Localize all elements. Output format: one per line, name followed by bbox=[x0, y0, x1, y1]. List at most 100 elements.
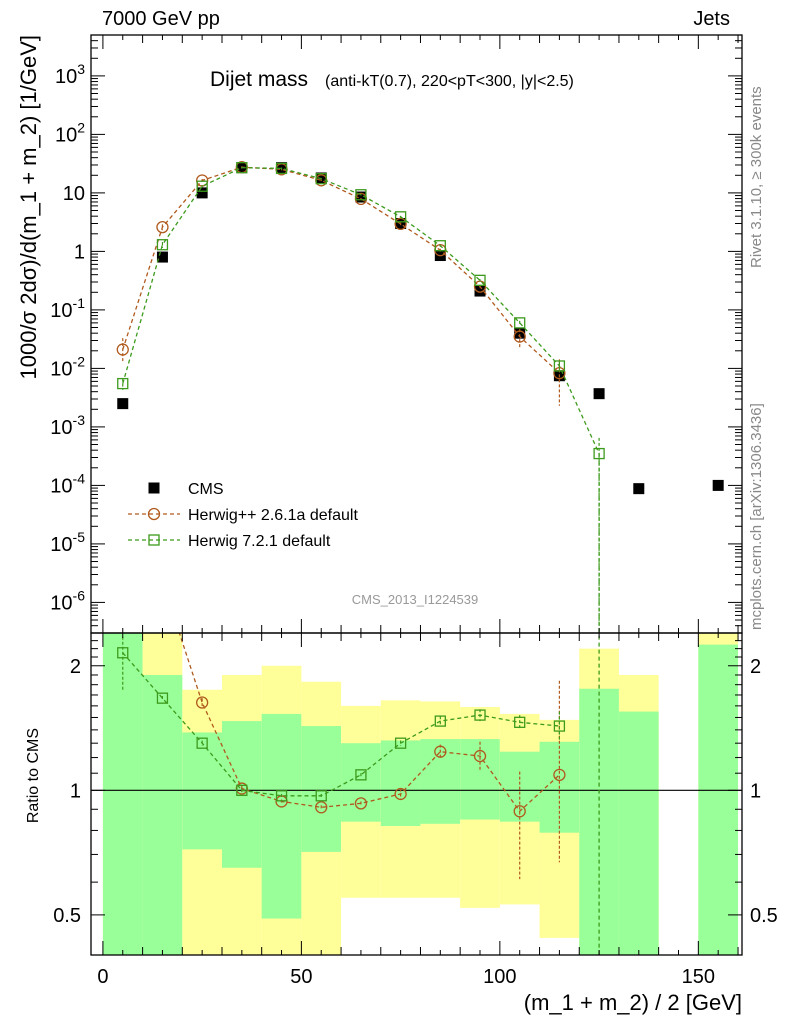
main-line-1 bbox=[122, 166, 560, 374]
xtick-label-2: 100 bbox=[483, 966, 516, 988]
main-point-2-2 bbox=[196, 180, 208, 192]
ratio-point-0-5 bbox=[315, 801, 328, 814]
main-series-1 bbox=[116, 161, 566, 406]
main-point-2-3 bbox=[236, 162, 248, 174]
ratio-line-0 bbox=[178, 633, 560, 813]
ytick-label-9: 103 bbox=[55, 61, 85, 88]
ratio-point-1-7 bbox=[394, 737, 407, 749]
main-series-2 bbox=[117, 162, 605, 633]
ratio-point-0-7 bbox=[394, 787, 407, 801]
inner-band-5 bbox=[301, 726, 342, 852]
ytick-label-6: 1 bbox=[74, 241, 85, 263]
main-point-0-14 bbox=[712, 479, 724, 491]
ratio-point-1-10 bbox=[514, 716, 526, 728]
main-point-2-6 bbox=[355, 189, 367, 201]
main-point-2-11 bbox=[553, 360, 566, 372]
legend: CMS Herwig++ 2.6.1a default Herwig 7.2.1 d… bbox=[128, 481, 358, 550]
main-point-2-8 bbox=[434, 240, 446, 252]
chart-title: Dijet mass bbox=[210, 68, 308, 91]
ytick-label-1: 10-5 bbox=[50, 529, 85, 556]
main-point-1-1 bbox=[156, 220, 169, 234]
ratio-uncertainty-bands bbox=[102, 633, 739, 955]
main-point-2-5 bbox=[315, 173, 327, 185]
ratio-point-1-0 bbox=[117, 647, 129, 659]
ytick-label-0: 10-6 bbox=[50, 587, 85, 614]
x-axis-label: (m_1 + m_2) / 2 [GeV] bbox=[524, 990, 742, 1015]
analysis-watermark: CMS_2013_I1224539 bbox=[352, 592, 479, 607]
legend-label-2: Herwig 7.2.1 default bbox=[188, 533, 331, 550]
main-point-0-9 bbox=[474, 285, 486, 297]
ytick-label-5: 10-1 bbox=[50, 295, 85, 322]
ratio-point-0-6 bbox=[354, 797, 368, 810]
ratio-series-1 bbox=[117, 636, 566, 802]
main-point-2-4 bbox=[275, 162, 288, 175]
legend-marker-1 bbox=[147, 507, 161, 521]
ratio-ytick-label-left-2: 2 bbox=[70, 656, 81, 678]
ratio-point-0-8 bbox=[434, 745, 447, 758]
ratio-point-0-10 bbox=[513, 805, 526, 818]
ratio-ytick-label-right-2: 2 bbox=[750, 656, 761, 678]
xtick-label-1: 50 bbox=[290, 966, 312, 988]
legend-label-1: Herwig++ 2.6.1a default bbox=[188, 507, 358, 524]
ytick-label-4: 10-2 bbox=[50, 353, 85, 380]
main-line-2 bbox=[122, 167, 600, 454]
main-point-0-10 bbox=[514, 327, 526, 339]
legend-label-0: CMS bbox=[188, 481, 224, 498]
xtick-label-3: 150 bbox=[682, 966, 715, 988]
axis-ticks bbox=[91, 34, 742, 956]
main-point-2-0 bbox=[117, 377, 129, 390]
inner-band-7 bbox=[380, 740, 421, 826]
main-point-2-1 bbox=[156, 239, 169, 251]
ratio-point-1-8 bbox=[434, 715, 446, 727]
main-point-1-10 bbox=[513, 330, 526, 343]
ratio-point-0-9 bbox=[473, 749, 487, 763]
ytick-label-8: 102 bbox=[55, 119, 85, 146]
main-point-2-12 bbox=[593, 447, 605, 460]
chart-subtitle: (anti-kT(0.7), 220<pT<300, |y|<2.5) bbox=[325, 73, 574, 90]
main-point-0-12 bbox=[593, 388, 605, 400]
legend-marker-0 bbox=[148, 482, 160, 494]
ratio-point-0-11 bbox=[553, 768, 566, 781]
ratio-point-1-6 bbox=[355, 769, 367, 781]
inner-band-13 bbox=[618, 711, 659, 955]
inner-band-1 bbox=[142, 674, 183, 955]
legend-marker-2 bbox=[148, 534, 160, 546]
main-point-0-13 bbox=[633, 483, 645, 495]
main-point-1-7 bbox=[394, 217, 407, 231]
main-point-0-2 bbox=[196, 187, 208, 199]
ytick-label-7: 10 bbox=[63, 183, 85, 205]
xtick-label-0: 0 bbox=[97, 966, 108, 988]
ratio-line-1 bbox=[122, 652, 560, 797]
ratio-frame bbox=[90, 632, 743, 956]
main-point-0-1 bbox=[156, 251, 168, 263]
ratio-point-1-9 bbox=[474, 709, 486, 721]
ratio-point-1-1 bbox=[156, 692, 169, 704]
ratio-ytick-label-right-0: 0.5 bbox=[750, 905, 778, 927]
header-process-label: 7000 GeV pp bbox=[102, 8, 220, 30]
main-series-0 bbox=[117, 162, 724, 495]
ytick-label-3: 10-3 bbox=[50, 412, 85, 439]
ratio-point-0-1 bbox=[157, 576, 168, 587]
ratio-point-1-11 bbox=[553, 720, 566, 732]
main-point-1-0 bbox=[116, 343, 129, 356]
ratio-y-axis-label: Ratio to CMS bbox=[25, 728, 42, 823]
y-axis-label: 1000/σ 2dσ)/d(m_1 + m_2) [1/GeV] bbox=[16, 35, 41, 380]
inner-band-0 bbox=[102, 633, 143, 955]
inner-band-14 bbox=[698, 644, 739, 955]
inner-band-8 bbox=[420, 739, 461, 824]
ratio-point-1-3 bbox=[236, 784, 248, 796]
main-point-2-7 bbox=[394, 211, 407, 223]
ratio-panel-series bbox=[117, 576, 566, 880]
inner-band-4 bbox=[261, 713, 302, 919]
ratio-point-1-2 bbox=[196, 737, 208, 749]
ratio-ytick-label-left-1: 1 bbox=[70, 780, 81, 802]
ratio-point-1-5 bbox=[315, 790, 327, 802]
main-point-0-0 bbox=[117, 398, 129, 410]
ratio-ytick-label-left-0: 0.5 bbox=[53, 905, 81, 927]
ytick-label-2: 10-4 bbox=[50, 470, 85, 497]
ratio-point-0-2 bbox=[195, 696, 209, 709]
ratio-ytick-label-right-1: 1 bbox=[750, 780, 761, 802]
main-point-2-9 bbox=[474, 274, 486, 286]
axes-frame bbox=[90, 34, 743, 956]
